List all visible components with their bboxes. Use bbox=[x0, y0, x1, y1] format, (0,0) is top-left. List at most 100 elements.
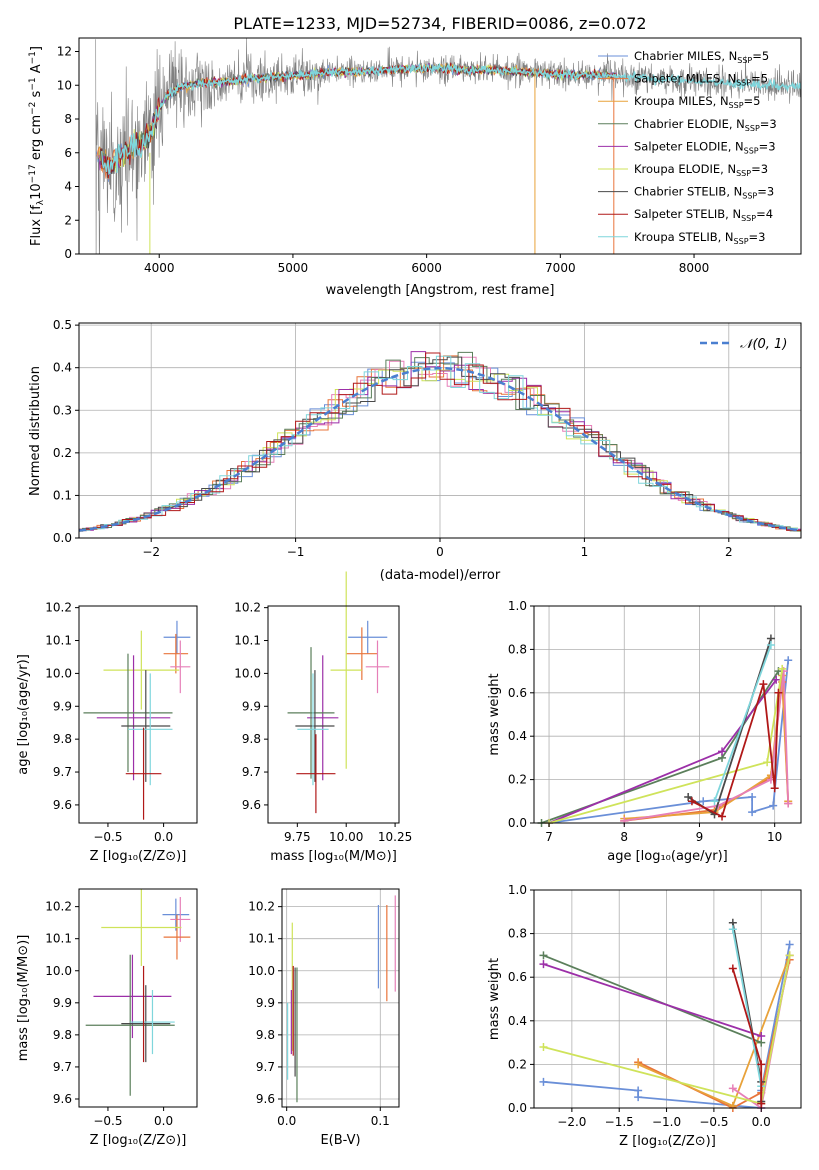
spectrum-frame bbox=[78, 37, 802, 255]
mass-vs-ebv-panel: 0.0 0.1 9.6 9.7 9.8 9.9 10.0 10.1 10.2 E(B-V) bbox=[248, 888, 400, 1148]
x-tick-label: 5000 bbox=[278, 261, 309, 275]
legend-name: Kroupa STELIB, N bbox=[634, 230, 734, 244]
weight-vs-age-panel: 7 8 9 10 0.0 0.2 0.4 0.6 0.8 1.0 age [log₁₀(age/yr… bbox=[487, 599, 802, 864]
legend-name: Chabrier MILES, N bbox=[634, 49, 737, 63]
spectrum-legend: Chabrier MILES, N SSP =5 Salpeter MILES, NS… bbox=[598, 49, 777, 246]
weight-marker bbox=[634, 1060, 643, 1069]
y-tick-label: 10.1 bbox=[234, 634, 261, 648]
weight-series-4 bbox=[543, 954, 762, 1044]
x-tick-label: 0.0 bbox=[154, 1114, 173, 1128]
legend-tail: =5 bbox=[744, 94, 761, 108]
y-tick-label: 4 bbox=[64, 180, 72, 194]
y-axis-label: mass weight bbox=[487, 673, 502, 755]
y-tick-label: 12 bbox=[57, 45, 72, 59]
weight-marker bbox=[785, 940, 794, 949]
residual-histogram-6 bbox=[79, 356, 801, 532]
legend-label: Salpeter STELIB, NSSP=4 bbox=[634, 207, 773, 223]
normal-legend-label: 𝒩(0, 1) bbox=[740, 337, 787, 352]
x-tick-label: 1 bbox=[581, 545, 589, 559]
y-tick-label: 1.0 bbox=[508, 883, 527, 897]
spectrum-xlabel: wavelength [Angstrom, rest frame] bbox=[326, 283, 555, 298]
y-tick-label: 10.0 bbox=[45, 666, 72, 680]
x-tick-label: 10.25 bbox=[378, 830, 412, 844]
weight-marker bbox=[785, 951, 794, 960]
weight-marker bbox=[757, 1099, 766, 1108]
legend-label: Kroupa STELIB, NSSP=3 bbox=[634, 230, 765, 246]
weight-marker bbox=[748, 808, 757, 817]
y-tick-label: 2 bbox=[64, 213, 72, 227]
weight-marker bbox=[772, 675, 781, 684]
spectrum-clip-group bbox=[95, 38, 801, 254]
legend-tail: =3 bbox=[757, 185, 774, 199]
y-tick-label: 6 bbox=[64, 146, 72, 160]
x-tick-label: 8 bbox=[620, 830, 628, 844]
y-tick-label: 0.3 bbox=[53, 403, 72, 417]
y-tick-label: 10 bbox=[57, 78, 72, 92]
x-axis-label: age [log₁₀(age/yr)] bbox=[607, 849, 728, 864]
model-spectrum-8 bbox=[101, 62, 801, 176]
legend-tail: =3 bbox=[751, 162, 768, 176]
y-tick-label: 1.0 bbox=[508, 599, 527, 613]
weight-series-8 bbox=[731, 929, 763, 1087]
x-tick-label: 10 bbox=[767, 830, 782, 844]
weight-marker bbox=[684, 792, 693, 801]
y-tick-label: 0 bbox=[64, 247, 72, 261]
x-tick-label: 0 bbox=[436, 545, 444, 559]
legend-label: Salpeter MILES, NSSP=5 bbox=[634, 72, 768, 88]
y-tick-label: 9.9 bbox=[53, 996, 72, 1010]
x-tick-label: 0.0 bbox=[154, 830, 173, 844]
residual-panel: −2 −1 0 1 2 0.0 0.1 0.2 0.3 0.4 0.5 (data-model)/e… bbox=[28, 318, 802, 583]
weight-marker bbox=[769, 801, 778, 810]
x-axis-label: Z [log₁₀(Z/Z⊙)] bbox=[619, 1134, 716, 1149]
y-tick-label: 10.1 bbox=[45, 634, 72, 648]
y-tick-label: 9.7 bbox=[242, 765, 261, 779]
weight-marker bbox=[728, 1084, 737, 1093]
y-tick-label: 10.1 bbox=[45, 932, 72, 946]
weight-marker bbox=[539, 1042, 548, 1051]
weight-marker bbox=[763, 758, 772, 767]
age-vs-z-panel: −0.5 0.0 9.6 9.7 9.8 9.9 10.0 10.1 10.2 Z [log₁₀(… bbox=[16, 601, 198, 864]
legend-label: Chabrier STELIB, NSSP=3 bbox=[634, 185, 774, 201]
weight-series-8 bbox=[713, 644, 772, 802]
legend-tail: =3 bbox=[749, 230, 766, 244]
legend-name: Chabrier ELODIE, N bbox=[634, 117, 745, 131]
y-tick-label: 9.6 bbox=[53, 1092, 72, 1106]
x-tick-label: 10.00 bbox=[329, 830, 363, 844]
x-tick-label: 9 bbox=[696, 830, 704, 844]
y-tick-label: 10.0 bbox=[234, 666, 261, 680]
spectrum-axes: 4000 5000 6000 7000 8000 0 2 4 6 8 10 12 bbox=[57, 45, 710, 276]
legend-name: Chabrier STELIB, N bbox=[634, 185, 742, 199]
residual-histogram-8 bbox=[79, 352, 801, 533]
legend-tail: =4 bbox=[756, 207, 773, 221]
weight-marker bbox=[748, 792, 757, 801]
x-tick-label: 7 bbox=[545, 830, 553, 844]
legend-tail: =3 bbox=[760, 117, 777, 131]
y-tick-label: 9.6 bbox=[53, 798, 72, 812]
legend-sub: SSP bbox=[744, 146, 759, 155]
axes-frame bbox=[78, 605, 198, 824]
x-tick-label: 0.0 bbox=[277, 1114, 296, 1128]
legend-sub: SSP bbox=[736, 79, 751, 88]
y-tick-label: 0.1 bbox=[53, 488, 72, 502]
y-tick-label: 10.0 bbox=[45, 964, 72, 978]
y-tick-label: 9.8 bbox=[53, 1028, 72, 1042]
x-axis-label: E(B-V) bbox=[320, 1133, 360, 1148]
residual-axes: −2 −1 0 1 2 0.0 0.1 0.2 0.3 0.4 0.5 bbox=[53, 318, 733, 559]
weight-marker bbox=[770, 784, 779, 793]
y-tick-label: 0.0 bbox=[508, 816, 527, 830]
legend-label: Kroupa MILES, NSSP=5 bbox=[634, 94, 760, 110]
residual-histograms bbox=[79, 351, 801, 533]
x-tick-label: 0.1 bbox=[371, 1114, 390, 1128]
y-tick-label: 9.7 bbox=[53, 765, 72, 779]
legend-tail: =3 bbox=[759, 139, 776, 153]
y-tick-label: 0.0 bbox=[508, 1101, 527, 1115]
y-tick-label: 9.9 bbox=[53, 699, 72, 713]
weight-marker bbox=[710, 797, 719, 806]
y-tick-label: 9.9 bbox=[242, 699, 261, 713]
legend-name: Salpeter ELODIE, N bbox=[634, 139, 744, 153]
weight-marker bbox=[634, 1093, 643, 1102]
histogram-clip-group bbox=[79, 351, 801, 533]
x-tick-label: −1.0 bbox=[652, 1115, 681, 1129]
weight-series-5 bbox=[543, 963, 762, 1037]
